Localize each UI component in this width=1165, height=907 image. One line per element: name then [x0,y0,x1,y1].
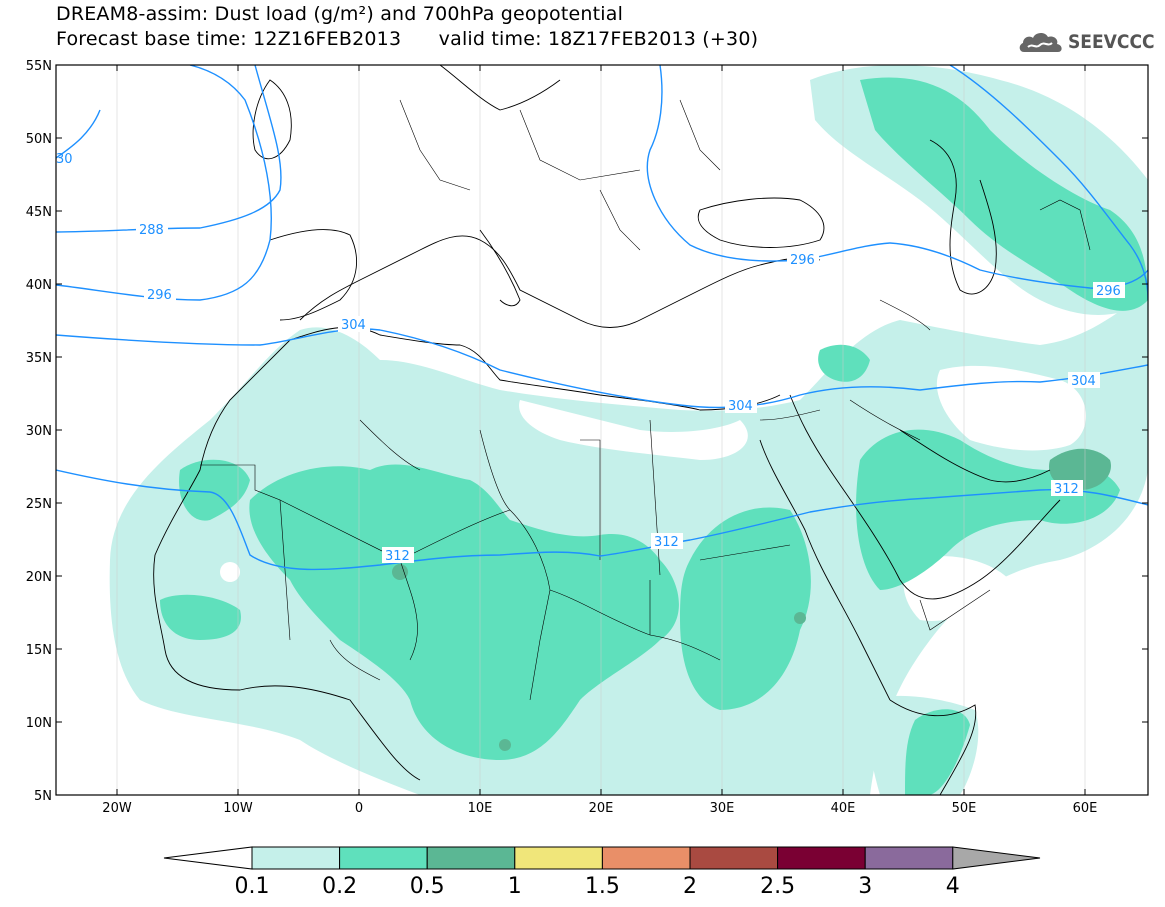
contour-label: 296 [147,288,172,303]
lon-label: 50E [952,801,977,816]
contour-label: 312 [654,535,679,550]
contour-label: 288 [139,223,164,238]
colorbar-segment [514,846,603,870]
lon-label: 20W [102,801,132,816]
logo-text: SEEVCCC [1068,31,1155,53]
lon-label: 0 [355,801,363,816]
contour-label: 30 [56,152,73,167]
contour-label: 312 [385,549,410,564]
lon-label: 10W [223,801,253,816]
contour-label: 296 [1096,284,1121,299]
colorbar-label: 0.5 [410,874,445,899]
axis-ticks [56,64,1148,796]
colorbar-label: 3 [858,874,872,899]
contour-label: 312 [1054,482,1079,497]
dust-high-shading [392,448,1111,751]
dust-free-areas [220,365,1087,621]
lon-label: 10E [468,801,493,816]
contour-labels: 288 296 304 304 296 296 304 312 312 312 … [56,152,1125,564]
latitude-labels: 55N 50N 45N 40N 35N 30N 25N 20N 15N 10N … [26,59,52,804]
forecast-time-line: Forecast base time: 12Z16FEB2013 valid t… [56,28,759,50]
colorbar-label: 4 [946,874,960,899]
cloud-icon [1019,32,1062,52]
colorbar-label: 1 [508,874,522,899]
contour-label: 304 [728,399,753,414]
colorbar-segment [251,846,341,870]
colorbar-segment [426,846,516,870]
colorbar-label: 2 [683,874,697,899]
contour-label: 296 [790,253,815,268]
lon-label: 20E [589,801,614,816]
colorbar-label: 0.2 [322,874,357,899]
colorbar-label: 2.5 [760,874,795,899]
coastlines [153,65,1061,795]
lat-label: 25N [26,497,52,512]
lon-label: 40E [831,801,856,816]
lat-label: 50N [26,132,52,147]
colorbar-label: 1.5 [585,874,620,899]
map-area: 288 296 304 304 296 296 304 312 312 312 … [56,65,1148,795]
longitude-labels: 20W 10W 0 10E 20E 30E 40E 50E 60E [102,801,1097,816]
colorbar-segment [601,846,691,870]
colorbar-label: 0.1 [235,874,270,899]
colorbar: 0.1 0.2 0.5 1 1.5 2 2.5 3 4 [163,846,1041,899]
colorbar-segment [689,846,779,870]
contour-label: 304 [1071,374,1096,389]
lat-label: 45N [26,205,52,220]
lat-label: 55N [26,59,52,74]
colorbar-low-arrow [163,846,253,870]
lon-label: 30E [710,801,735,816]
lat-label: 10N [26,716,52,731]
country-borders [200,99,1091,701]
seevccc-logo: SEEVCCC [1018,28,1158,56]
contour-label: 304 [341,318,366,333]
map-title: DREAM8-assim: Dust load (g/m²) and 700hP… [56,3,624,25]
lat-label: 15N [26,643,52,658]
lat-label: 35N [26,351,52,366]
lon-label: 60E [1073,801,1098,816]
lat-label: 30N [26,424,52,439]
lat-label: 40N [26,278,52,293]
geopotential-contours [56,65,1148,571]
lat-label: 5N [34,789,52,804]
colorbar-segment [339,846,428,870]
colorbar-high-arrow [952,846,1041,870]
colorbar-segment [777,846,866,870]
colorbar-segment [864,846,954,870]
lat-label: 20N [26,570,52,585]
